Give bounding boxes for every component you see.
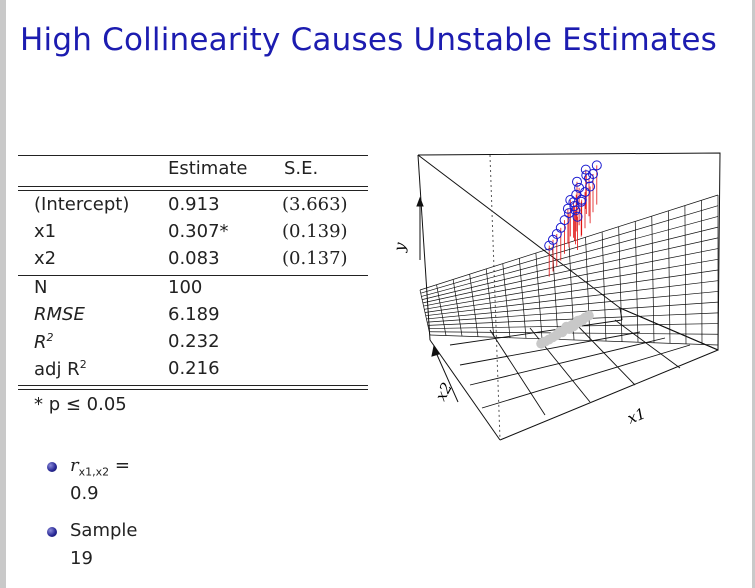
bullet-dot (47, 462, 57, 472)
row-se: (3.663) (282, 194, 348, 215)
drop-lines (548, 165, 598, 277)
row-se: (0.139) (282, 221, 348, 242)
slide-title: High Collinearity Causes Unstable Estima… (20, 22, 718, 58)
data-point (580, 164, 591, 175)
plane-line (420, 205, 719, 294)
plane-line (426, 291, 719, 320)
axis-label-x2: x2 (432, 380, 456, 404)
table-footnote: * p ≤ 0.05 (34, 394, 127, 415)
shadow-point (536, 338, 547, 349)
header-rule-1 (18, 186, 368, 187)
bullet-correlation: rx1,x2 = (70, 455, 130, 479)
stats-rule (18, 275, 368, 276)
plane-line (427, 301, 719, 323)
data-point (548, 234, 558, 245)
bullet-sample: Sample (70, 520, 138, 541)
data-points (544, 160, 602, 251)
data-point (571, 189, 582, 200)
data-point (569, 201, 580, 211)
stat-label: N (34, 277, 48, 298)
plane-line (429, 334, 719, 346)
data-point (572, 176, 582, 187)
scatter3d-plot: y x2 x1 (390, 152, 721, 441)
data-point (570, 205, 581, 216)
row-se: (0.137) (282, 248, 348, 269)
plane-line (425, 280, 719, 317)
plane-line (422, 226, 719, 300)
shadow-points (536, 310, 594, 349)
stat-label: RMSE (34, 304, 85, 325)
data-point (581, 170, 592, 181)
row-estimate: 0.913 (168, 194, 220, 215)
stat-value: 0.232 (168, 331, 220, 352)
data-point (585, 181, 596, 192)
table-top-rule (18, 155, 368, 156)
shadow-point (572, 315, 583, 326)
row-label: x2 (34, 248, 57, 269)
plane-line (429, 331, 719, 335)
stat-value: 100 (168, 277, 203, 298)
shadow-point (583, 310, 594, 321)
axis-label-x1: x1 (625, 404, 648, 427)
bottom-rule-2 (18, 389, 368, 390)
plane-line (424, 258, 719, 310)
data-point (551, 229, 562, 239)
plane-line (424, 269, 719, 313)
data-point (544, 240, 555, 251)
bullet-correlation-value: 0.9 (70, 483, 99, 504)
header-se: S.E. (284, 158, 319, 179)
bullet-dot (47, 527, 57, 537)
bullet-sample-value: 19 (70, 548, 93, 569)
data-point (562, 203, 573, 214)
data-point (572, 211, 583, 222)
row-label: x1 (34, 221, 57, 242)
plane-line (423, 248, 719, 307)
plane-line (421, 216, 719, 297)
plane-line (422, 237, 719, 304)
bottom-rule-1 (18, 385, 368, 386)
data-point (591, 160, 602, 171)
row-label: (Intercept) (34, 194, 130, 215)
data-point (576, 194, 587, 205)
stat-label: R2 (34, 331, 54, 353)
slide-right-border (752, 0, 755, 588)
slide-left-border (0, 0, 6, 588)
header-estimate: Estimate (168, 158, 248, 179)
data-point (588, 169, 598, 179)
axis-label-y: y (390, 241, 409, 254)
plane-line (427, 312, 719, 326)
row-estimate: 0.083 (168, 248, 220, 269)
stat-label: adj R2 (34, 358, 87, 380)
stat-value: 0.216 (168, 358, 220, 379)
shadow-point (561, 321, 572, 332)
stat-value: 6.189 (168, 304, 220, 325)
data-point (564, 208, 574, 219)
row-estimate: 0.307* (168, 221, 229, 242)
axis-arrows (416, 196, 459, 403)
header-rule-2 (18, 190, 368, 191)
